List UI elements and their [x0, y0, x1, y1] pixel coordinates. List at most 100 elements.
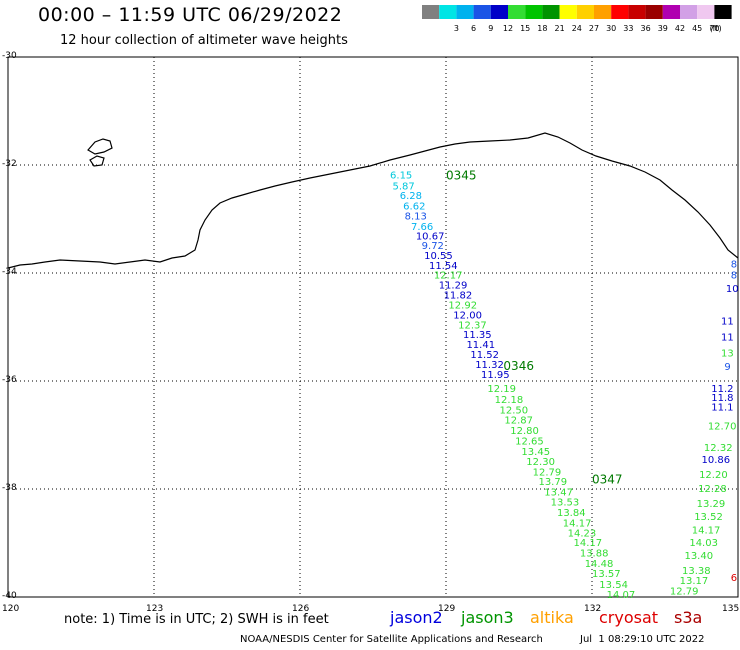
wave-height-value: 11.8 — [711, 393, 733, 404]
wave-height-value: 13.45 — [521, 447, 550, 458]
legend-label: 21 — [555, 24, 565, 33]
legend-label: 6 — [471, 24, 476, 33]
legend-label: 33 — [623, 24, 633, 33]
wave-height-value: 12.18 — [495, 395, 524, 406]
wave-height-value: 13.79 — [538, 477, 567, 488]
satellite-cryosat: cryosat — [599, 608, 659, 627]
legend-swatch — [559, 5, 577, 19]
wave-height-value: 11 — [721, 333, 734, 344]
legend-label: 12 — [503, 24, 513, 33]
legend-swatch — [576, 5, 594, 19]
wave-height-value: 11.32 — [475, 360, 504, 371]
wave-height-value: 8 — [731, 270, 737, 281]
pass-time-label: 0345 — [446, 169, 477, 183]
legend-swatch — [594, 5, 612, 19]
x-tick-label: 126 — [292, 604, 310, 614]
map-frame — [7, 56, 739, 598]
wave-height-value: 13.47 — [544, 487, 573, 498]
wave-height-value: 12.19 — [487, 384, 516, 395]
legend-label: 18 — [537, 24, 547, 33]
legend-swatch — [525, 5, 543, 19]
wave-height-value: 12.92 — [448, 301, 477, 312]
coastline — [7, 132, 739, 269]
wave-height-value: 14.17 — [574, 538, 603, 549]
wave-height-value: 13.29 — [697, 499, 726, 510]
legend-label: 30 — [606, 24, 616, 33]
wave-height-value: 10.55 — [424, 251, 453, 262]
wave-height-value: 7.66 — [411, 222, 433, 233]
legend-swatch — [473, 5, 491, 19]
wave-height-value: 12.17 — [434, 270, 463, 281]
wave-height-value: 13.57 — [592, 569, 621, 580]
wave-height-value: 8.13 — [405, 212, 427, 223]
wave-height-value: 13.17 — [680, 576, 709, 587]
legend-swatch — [645, 5, 663, 19]
altimeter-track: 6.155.876.286.628.137.6610.679.7210.5511… — [390, 171, 739, 602]
x-tick-label: 132 — [584, 604, 602, 614]
wave-height-value: 12.20 — [699, 470, 728, 481]
legend-swatch — [542, 5, 560, 19]
wave-height-value: 12.32 — [704, 443, 733, 454]
y-tick-label: -34 — [2, 267, 17, 277]
wave-height-value: 6.15 — [390, 171, 412, 182]
wave-height-value: 14.17 — [692, 525, 721, 536]
legend-unit: (ft) — [710, 24, 722, 33]
wave-height-value: 11.82 — [444, 290, 473, 301]
wave-height-value: 14.23 — [568, 529, 597, 540]
y-tick-label: -32 — [2, 159, 17, 169]
legend-label: 39 — [658, 24, 668, 33]
wave-height-value: 12.30 — [526, 457, 555, 468]
wave-height-value: 11.52 — [470, 350, 499, 361]
wave-height-value: 13 — [721, 349, 734, 360]
wave-height-value: 11.41 — [466, 340, 495, 351]
wave-height-value: 11 — [721, 316, 734, 327]
legend-swatch — [714, 5, 732, 19]
legend-label: 3 — [454, 24, 459, 33]
time-labels: 0345 0346 0347 — [446, 169, 623, 487]
legend-label: 24 — [572, 24, 582, 33]
wave-height-value: 10 — [726, 284, 739, 295]
wave-height-value: 9 — [724, 362, 730, 373]
wave-height-value: 11.95 — [481, 370, 510, 381]
wave-height-value: 12.65 — [515, 437, 544, 448]
map-subtitle: 12 hour collection of altimeter wave hei… — [60, 33, 348, 48]
wave-height-value: 12.87 — [504, 416, 533, 427]
wave-height-value: 10.67 — [416, 232, 445, 243]
island — [87, 138, 113, 155]
graticule — [7, 56, 739, 598]
wave-height-value: 12.79 — [670, 586, 699, 597]
legend-label: 27 — [589, 24, 599, 33]
y-tick-label: -30 — [2, 51, 17, 61]
wave-height-value: 12.00 — [453, 310, 482, 321]
wave-height-value: 12.70 — [708, 422, 737, 433]
map-title: 00:00 – 11:59 UTC 06/29/2022 — [38, 4, 343, 26]
wave-height-value: 6.28 — [400, 191, 422, 202]
legend-swatch — [508, 5, 526, 19]
wave-height-legend: 3 6 9 12 15 18 21 24 27 30 33 36 39 42 45 70(ft) — [422, 5, 732, 33]
y-tick-label: -36 — [2, 375, 17, 385]
wave-height-value: 8 — [731, 260, 737, 271]
legend-swatch — [490, 5, 508, 19]
wave-height-value: 12.28 — [698, 484, 727, 495]
satellite-altika: altika — [530, 608, 574, 627]
legend-label: 36 — [641, 24, 651, 33]
wave-height-value: 13.88 — [580, 549, 609, 560]
wave-height-value: 14.17 — [563, 518, 592, 529]
y-tick-label: -38 — [2, 483, 17, 493]
legend-swatch — [422, 5, 440, 19]
wave-height-value: 11.2 — [711, 384, 733, 395]
satellite-jason3: jason3 — [461, 608, 514, 627]
wave-height-value: 11.54 — [429, 261, 458, 272]
x-tick-label: 123 — [146, 604, 164, 614]
note-text: note: 1) Time is in UTC; 2) SWH is in fe… — [64, 612, 329, 627]
legend-swatch — [697, 5, 715, 19]
wave-height-value: 5.87 — [392, 181, 414, 192]
x-tick-label: 129 — [438, 604, 456, 614]
legend-swatch — [628, 5, 646, 19]
wave-height-value: 6.62 — [403, 201, 425, 212]
pass-time-label: 0347 — [592, 473, 623, 487]
wave-height-value: 11.1 — [711, 403, 733, 414]
wave-height-value: 13.84 — [557, 508, 586, 519]
wave-height-value: 12.37 — [458, 321, 487, 332]
